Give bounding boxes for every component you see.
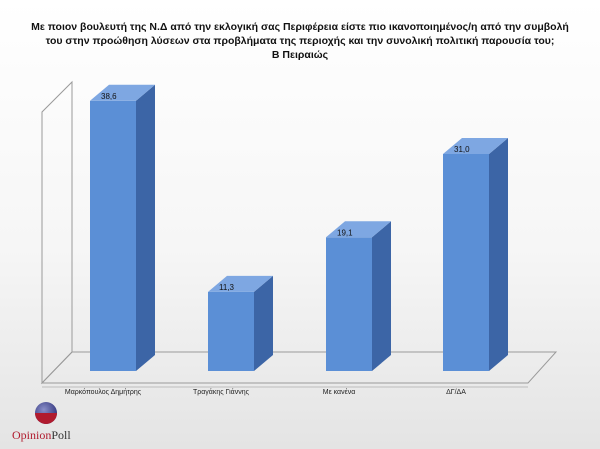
- floor: [40, 351, 558, 384]
- opinionpoll-logo-icon: [35, 402, 57, 424]
- bar-top: [208, 275, 273, 292]
- bar-top: [90, 84, 155, 101]
- bar-side: [489, 138, 508, 371]
- labels-group: 38,6 Μαρκόπουλος Δημήτρης 11,3 Τραγάκης Γιά…: [65, 92, 470, 396]
- data-label: 31,0: [454, 145, 470, 154]
- bar-side: [136, 84, 155, 372]
- title-line-1: Με ποιον βουλευτή της Ν.Δ από την εκλογι…: [31, 21, 569, 33]
- bar-front: [208, 291, 254, 371]
- title-line-3: Β Πειραιώς: [271, 49, 329, 61]
- chart-title: Με ποιον βουλευτή της Ν.Δ από την εκλογι…: [10, 20, 590, 62]
- chart-walls: [40, 80, 558, 388]
- data-label: 19,1: [337, 228, 353, 237]
- bar-front: [326, 237, 372, 371]
- bar-top: [443, 138, 508, 154]
- category-label: Μαρκόπουλος Δημήτρης: [65, 388, 142, 396]
- category-label: Με κανένα: [323, 388, 356, 396]
- logo-text-poll: Poll: [51, 428, 71, 442]
- data-label: 38,6: [101, 92, 117, 101]
- data-label: 11,3: [219, 283, 235, 292]
- logo-text: OpinionPoll: [12, 428, 71, 443]
- logo-text-opinion: Opinion: [12, 428, 52, 442]
- bar-side: [254, 275, 273, 371]
- category-label: Τραγάκης Γιάννης: [193, 388, 250, 396]
- bar-front: [443, 154, 489, 371]
- bars-group: [90, 84, 508, 372]
- title-line-2: του στην προώθηση λύσεων στα προβλήματα …: [45, 35, 555, 47]
- bar-top: [326, 221, 391, 238]
- side-wall: [41, 80, 73, 385]
- category-label: ΔΓ/ΔΑ: [446, 389, 466, 396]
- bar-side: [372, 221, 391, 371]
- bar-front: [90, 100, 136, 372]
